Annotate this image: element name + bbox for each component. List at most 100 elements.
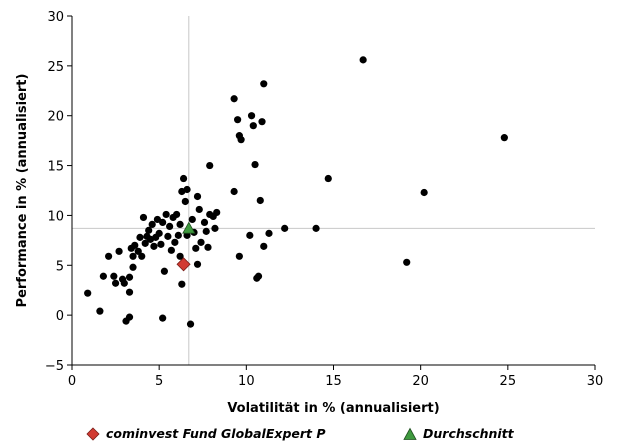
fund-data-point: [195, 205, 203, 214]
fund-data-point: [247, 112, 256, 120]
x-tick-label: 0: [68, 374, 76, 389]
fund-data-point: [120, 279, 128, 287]
y-axis-ticks: −5 0 5 10 15 20 25 30: [45, 10, 72, 374]
fund-data-point: [148, 220, 156, 229]
fund-data-point: [211, 224, 219, 232]
x-tick-label: 25: [500, 374, 517, 389]
fund-data-point: [173, 210, 181, 219]
fund-data-point: [403, 258, 411, 266]
fund-data-point: [99, 272, 107, 280]
fund-data-point: [105, 252, 113, 260]
fund-data-point: [166, 222, 174, 230]
fund-data-point: [193, 192, 202, 201]
y-tick-label: 0: [56, 309, 64, 324]
x-tick-label: 10: [238, 374, 255, 389]
fund-data-point: [246, 231, 254, 239]
legend-item-average: Durchschnitt: [403, 426, 514, 441]
fund-data-point: [234, 116, 242, 124]
fund-data-point: [115, 247, 123, 255]
fund-data-point: [183, 185, 191, 194]
x-tick-label: 20: [412, 374, 429, 389]
fund-data-point: [178, 280, 186, 288]
green-triangle-icon: [403, 427, 417, 440]
axes: [71, 16, 595, 366]
legend-item-fund: cominvest Fund GlobalExpert P: [86, 426, 326, 441]
fund-data-point: [176, 220, 184, 229]
y-tick-label: 30: [47, 10, 64, 25]
x-tick-label: 30: [587, 374, 604, 389]
fund-data-point: [192, 244, 200, 252]
fund-data-point: [197, 238, 205, 246]
reference-lines: [72, 16, 595, 365]
fund-data-point: [150, 242, 158, 250]
data-points: [84, 56, 508, 328]
fund-data-point: [281, 224, 289, 232]
fund-data-point: [145, 226, 153, 234]
fund-data-point: [129, 252, 137, 260]
fund-data-point: [186, 320, 195, 328]
fund-data-point: [213, 208, 221, 217]
fund-data-point: [96, 307, 104, 315]
fund-data-point: [160, 267, 168, 275]
fund-data-point: [174, 231, 182, 239]
fund-data-point: [249, 122, 257, 130]
fund-data-point: [251, 160, 259, 169]
x-axis-title: Volatilität in % (annualisiert): [227, 401, 439, 416]
fund-data-point: [141, 239, 149, 247]
fund-data-point: [258, 118, 266, 126]
y-tick-label: 20: [47, 110, 64, 125]
fund-data-point: [204, 243, 212, 251]
fund-data-point: [134, 247, 142, 255]
y-axis-title: Performance in % (annualisiert): [15, 74, 30, 308]
fund-data-point: [164, 232, 172, 240]
fund-data-point: [125, 273, 134, 281]
fund-data-point: [138, 252, 146, 260]
fund-data-point: [136, 233, 144, 241]
selected-fund-point: [176, 257, 191, 272]
red-diamond-icon: [86, 426, 100, 441]
y-tick-label: 10: [47, 209, 64, 224]
fund-data-point: [235, 252, 243, 260]
x-axis-ticks: 0 5 10 15 20 25 30: [68, 365, 603, 389]
x-tick-label: 5: [155, 374, 163, 389]
fund-data-point: [500, 134, 508, 142]
fund-data-point: [155, 229, 163, 237]
fund-data-point: [260, 80, 268, 88]
fund-data-point: [171, 238, 179, 246]
fund-data-point: [237, 136, 245, 144]
x-tick-label: 15: [325, 374, 342, 389]
fund-data-point: [188, 215, 196, 224]
fund-data-point: [125, 313, 134, 321]
y-tick-label: −5: [45, 359, 64, 374]
fund-data-point: [254, 272, 263, 280]
fund-data-point: [176, 252, 184, 260]
fund-data-point: [110, 272, 118, 280]
fund-data-point: [256, 196, 264, 205]
fund-data-point: [159, 314, 167, 322]
average-point: [182, 221, 196, 234]
fund-data-point: [125, 288, 134, 296]
fund-data-point: [359, 56, 367, 64]
fund-data-point: [153, 215, 162, 224]
fund-data-point: [167, 246, 175, 254]
fund-data-point: [265, 229, 273, 237]
fund-data-point: [181, 197, 189, 206]
fund-data-point: [111, 279, 120, 287]
fund-data-point: [206, 161, 214, 170]
legend-label-fund: cominvest Fund GlobalExpert P: [106, 426, 326, 441]
fund-data-point: [200, 218, 209, 227]
fund-data-point: [230, 95, 238, 103]
fund-data-point: [202, 227, 210, 235]
fund-data-point: [230, 187, 238, 196]
y-tick-label: 25: [47, 60, 64, 75]
fund-data-point: [129, 263, 137, 271]
fund-data-point: [84, 289, 92, 297]
legend: cominvest Fund GlobalExpert P Durchschni…: [0, 424, 620, 444]
fund-data-point: [162, 210, 170, 219]
fund-data-point: [131, 241, 139, 249]
fund-data-point: [312, 224, 320, 232]
fund-data-point: [159, 218, 167, 227]
fund-data-point: [179, 174, 188, 183]
fund-data-point: [157, 240, 165, 248]
fund-data-point: [420, 188, 428, 197]
